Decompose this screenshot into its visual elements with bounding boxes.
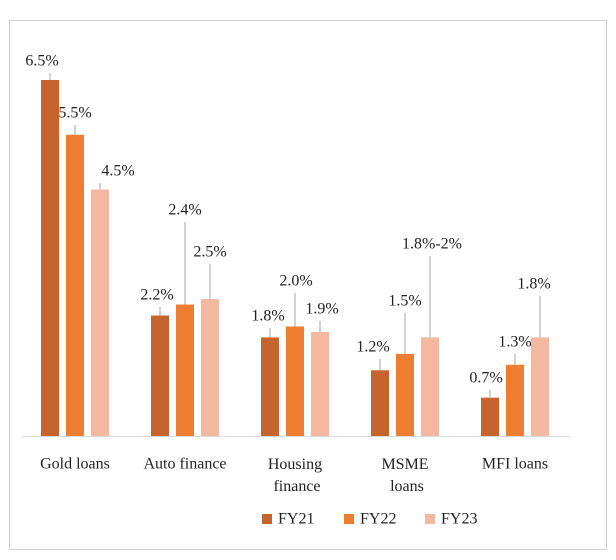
data-label: 1.8%-2% [402,236,462,253]
bar [151,315,169,436]
data-label: 1.9% [305,301,338,318]
data-label: 2.4% [168,202,201,219]
bar [66,134,84,436]
x-tick-label-line: finance [269,478,320,495]
x-tick-label: MFI loans [482,456,548,473]
data-label: 6.5% [25,53,58,70]
legend-swatch [344,514,354,524]
bar [261,337,279,436]
x-tick-label: Gold loans [40,456,110,473]
legend-swatch [425,514,435,524]
data-label: 2.5% [193,244,226,261]
bar [531,337,549,436]
x-tick-label-line: loans [386,478,424,495]
data-label: 0.7% [469,370,502,387]
bar [201,299,219,436]
data-label: 1.8% [517,276,550,293]
x-tick-label-line: MSME [381,456,428,473]
x-tick-label-line: Housing [268,456,322,473]
data-label: 1.5% [388,293,421,310]
bar [481,397,499,436]
legend-swatch [262,514,272,524]
data-label: 1.2% [356,339,389,356]
bar [371,370,389,436]
bar [91,189,109,436]
legend-label: FY21 [278,511,314,528]
bar [506,364,524,436]
data-label: 4.5% [101,163,134,180]
x-tick-label: MSME loans [381,456,428,495]
bar [311,331,329,436]
bar [286,326,304,436]
legend-label: FY23 [441,511,477,528]
data-label: 2.0% [279,273,312,290]
x-tick-label: Auto finance [143,456,226,473]
legend-label: FY22 [360,511,396,528]
bar [176,304,194,436]
bar [41,80,59,436]
data-label: 2.2% [140,287,173,304]
x-tick-label: Housing finance [268,456,322,495]
bar [396,353,414,436]
data-label: 5.5% [58,105,91,122]
bar [421,337,439,436]
data-label: 1.8% [251,308,284,325]
data-label: 1.3% [498,334,531,351]
